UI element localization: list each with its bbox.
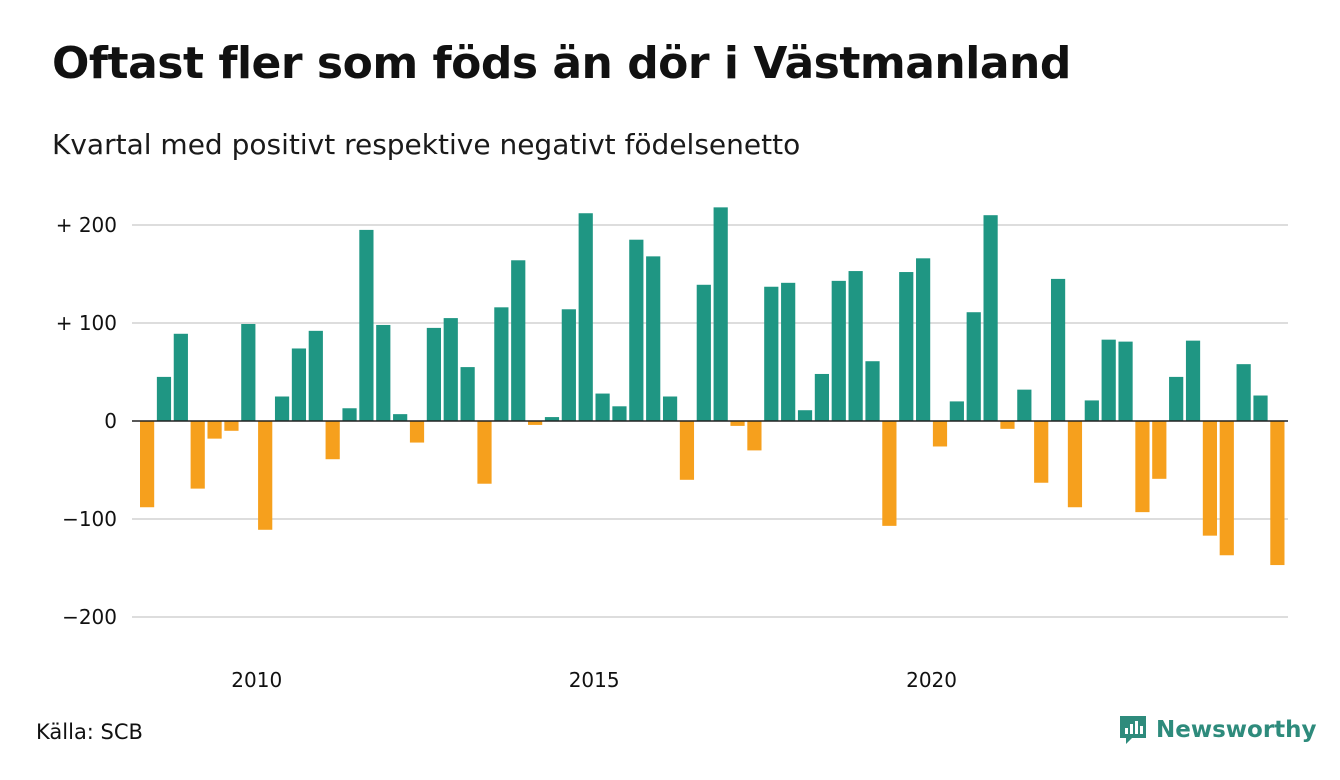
bar-positive — [595, 393, 610, 421]
y-tick-label: 0 — [104, 409, 117, 433]
bar-negative — [325, 421, 340, 460]
bar-negative — [1034, 421, 1049, 483]
bar-positive — [764, 286, 779, 421]
bar-positive — [1253, 395, 1268, 421]
bar-positive — [460, 367, 475, 421]
bar-positive — [511, 260, 526, 421]
bar-positive — [949, 401, 964, 421]
bar-negative — [207, 421, 222, 439]
bar-positive — [831, 280, 846, 421]
bar-negative — [747, 421, 762, 451]
bar-positive — [359, 229, 374, 421]
bar-positive — [494, 307, 509, 421]
chart-title: Oftast fler som föds än dör i Västmanlan… — [52, 38, 1071, 89]
bar-negative — [1067, 421, 1083, 508]
bar-negative — [1202, 421, 1218, 536]
chart-subtitle: Kvartal med positivt respektive negativt… — [52, 128, 801, 161]
y-tick-label: −100 — [62, 507, 117, 531]
brand-logo: Newsworthy — [1118, 714, 1317, 746]
bar-positive — [561, 309, 576, 421]
bar-positive — [156, 376, 172, 421]
bar-positive — [629, 239, 644, 421]
bar-positive — [662, 396, 678, 421]
bar-positive — [916, 258, 931, 421]
bar-positive — [443, 318, 458, 421]
y-tick-label: −200 — [62, 605, 117, 629]
bar-positive — [1236, 364, 1251, 421]
bar-negative — [140, 421, 155, 508]
bar-positive — [578, 213, 593, 421]
bar-positive — [713, 207, 728, 421]
bar-negative — [528, 421, 543, 425]
bar-negative — [1270, 421, 1285, 566]
bar-positive — [1101, 339, 1116, 421]
x-tick-label: 2010 — [231, 668, 282, 692]
y-tick-label: + 200 — [56, 213, 117, 237]
bar-positive — [308, 330, 323, 421]
bar-chart: + 200 + 100 0 −100 −200 2010 2015 2020 — [56, 207, 1288, 692]
bar-negative — [1135, 421, 1150, 513]
bar-positive — [1118, 341, 1133, 421]
bar-positive — [376, 324, 391, 421]
bar-positive — [781, 282, 796, 421]
bar-positive — [342, 408, 357, 421]
bar-negative — [477, 421, 492, 484]
bar-negative — [882, 421, 897, 526]
bar-negative — [932, 421, 948, 447]
bar-positive — [966, 312, 981, 421]
bar-positive — [544, 417, 560, 421]
bar-positive — [173, 333, 188, 421]
bar-positive — [797, 410, 813, 421]
bar-positive — [1185, 340, 1201, 421]
bar-positive — [1169, 376, 1184, 421]
bar-negative — [1152, 421, 1167, 479]
bar-negative — [224, 421, 239, 431]
bar-negative — [679, 421, 695, 480]
bar-positive — [899, 272, 914, 421]
bar-negative — [258, 421, 273, 530]
bar-positive — [274, 396, 290, 421]
source-label: Källa: SCB — [36, 720, 143, 744]
bar-positive — [612, 406, 627, 421]
bar-positive — [696, 284, 711, 421]
bar-positive — [1017, 389, 1032, 421]
x-tick-label: 2015 — [569, 668, 620, 692]
y-tick-label: + 100 — [56, 311, 117, 335]
bar-positive — [848, 271, 863, 421]
bar-negative — [1000, 421, 1015, 429]
bar-negative — [730, 421, 745, 426]
bar-positive — [393, 414, 408, 421]
bar-positive — [1084, 400, 1099, 421]
newsworthy-logo-icon — [1120, 716, 1146, 744]
bar-positive — [241, 323, 256, 421]
bar-positive — [646, 256, 661, 421]
bar-positive — [426, 327, 441, 421]
bar-negative — [409, 421, 425, 443]
bar-positive — [291, 348, 307, 421]
bar-positive — [865, 361, 880, 421]
bar-negative — [1219, 421, 1234, 556]
bar-negative — [190, 421, 205, 489]
bar-positive — [814, 373, 829, 421]
brand-name: Newsworthy — [1156, 717, 1317, 743]
bar-positive — [983, 215, 998, 421]
bar-positive — [1050, 278, 1066, 421]
x-tick-label: 2020 — [906, 668, 957, 692]
